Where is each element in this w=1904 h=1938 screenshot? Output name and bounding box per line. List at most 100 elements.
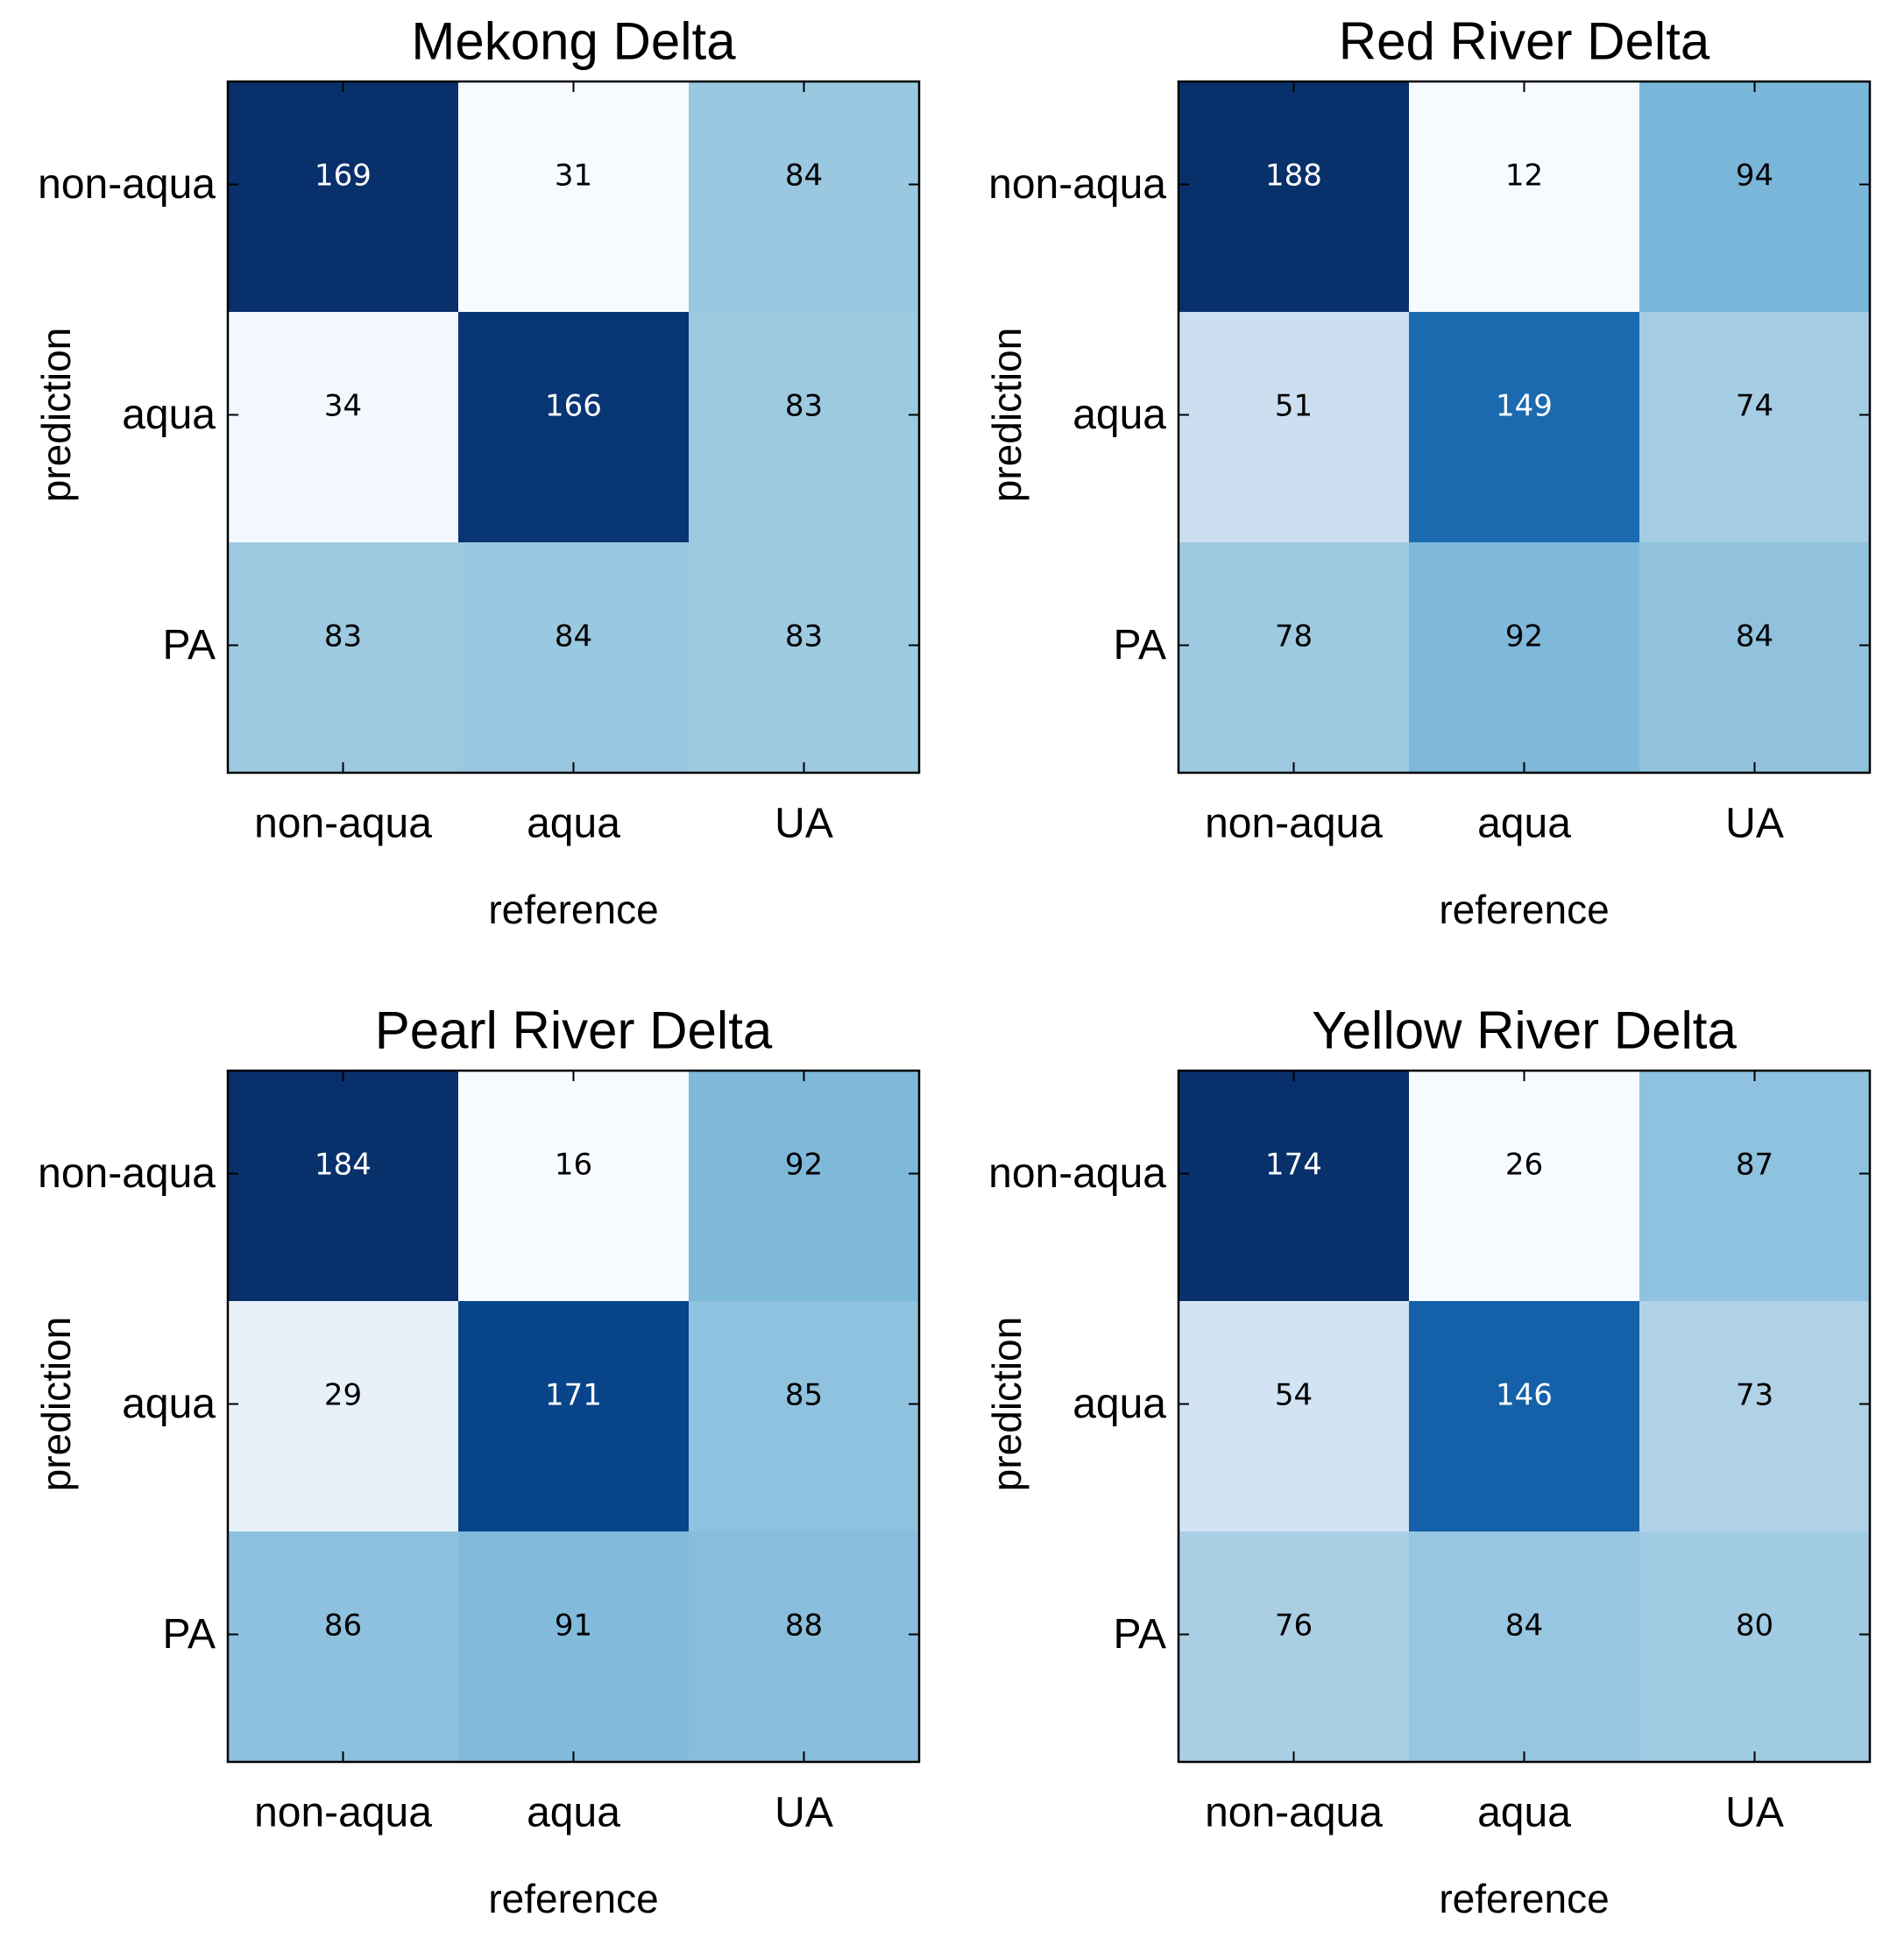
heatmap-cell xyxy=(689,1531,920,1763)
x-tick-label: non-aqua xyxy=(1205,1790,1383,1836)
y-tick-label: PA xyxy=(1114,622,1166,668)
x-tick-label: aqua xyxy=(527,801,620,847)
heatmap-cell xyxy=(1639,1071,1871,1302)
x-axis-label: reference xyxy=(1439,1876,1609,1921)
cell-value-label: 166 xyxy=(545,389,602,424)
cell-value-label: 83 xyxy=(785,619,823,654)
heatmap-cell xyxy=(1178,1531,1410,1763)
cell-value-label: 174 xyxy=(1265,1148,1322,1183)
cell-value-label: 86 xyxy=(324,1609,362,1644)
cell-value-label: 16 xyxy=(555,1148,592,1183)
cell-value-label: 34 xyxy=(324,389,362,424)
cell-value-label: 84 xyxy=(1736,619,1773,654)
heatmap-cell xyxy=(1178,81,1410,313)
heatmap-cell xyxy=(228,81,459,313)
cell-value-label: 92 xyxy=(1505,619,1543,654)
heatmap-cell xyxy=(458,1301,690,1532)
heatmap-cell xyxy=(1409,312,1640,543)
heatmap-cell xyxy=(1639,542,1871,774)
chart-title: Pearl River Delta xyxy=(375,1001,773,1060)
cell-value-label: 94 xyxy=(1736,159,1773,194)
cell-value-label: 84 xyxy=(785,159,823,194)
cell-value-label: 73 xyxy=(1736,1378,1773,1413)
y-tick-label: PA xyxy=(163,622,216,668)
cell-value-label: 87 xyxy=(1736,1148,1773,1183)
heatmap-cell xyxy=(689,1071,920,1302)
chart-title: Mekong Delta xyxy=(411,12,736,71)
y-tick-label: PA xyxy=(1114,1611,1166,1658)
heatmap-cell xyxy=(228,1071,459,1302)
x-axis-label: reference xyxy=(1439,887,1609,932)
cell-value-label: 54 xyxy=(1275,1378,1313,1413)
heatmap-cell xyxy=(1409,1071,1640,1302)
cell-value-label: 29 xyxy=(324,1378,362,1413)
heatmap-cell xyxy=(1178,1301,1410,1532)
cell-value-label: 84 xyxy=(1505,1609,1543,1644)
heatmap-cell xyxy=(1639,81,1871,313)
y-tick-label: aqua xyxy=(1072,392,1166,438)
cell-value-label: 78 xyxy=(1275,619,1313,654)
heatmap-cell xyxy=(458,312,690,543)
y-tick-label: non-aqua xyxy=(988,161,1166,208)
heatmap-cell xyxy=(1639,312,1871,543)
chart-title: Yellow River Delta xyxy=(1312,1001,1737,1060)
y-tick-label: aqua xyxy=(122,392,216,438)
x-tick-label: non-aqua xyxy=(254,1790,432,1836)
cell-value-label: 188 xyxy=(1265,159,1322,194)
cell-value-label: 76 xyxy=(1275,1609,1313,1644)
cell-value-label: 80 xyxy=(1736,1609,1773,1644)
heatmap-cell xyxy=(1639,1301,1871,1532)
x-axis-label: reference xyxy=(488,887,658,932)
heatmap-cell xyxy=(1409,542,1640,774)
cell-value-label: 74 xyxy=(1736,389,1773,424)
cell-value-label: 85 xyxy=(785,1378,823,1413)
cell-value-label: 146 xyxy=(1496,1378,1553,1413)
y-tick-label: non-aqua xyxy=(988,1150,1166,1197)
cell-value-label: 91 xyxy=(555,1609,592,1644)
heatmap-cell xyxy=(458,1071,690,1302)
y-tick-label: PA xyxy=(163,1611,216,1658)
heatmap-cell xyxy=(689,542,920,774)
x-tick-label: aqua xyxy=(527,1790,620,1836)
heatmap-cell xyxy=(228,1531,459,1763)
cell-value-label: 92 xyxy=(785,1148,823,1183)
y-tick-label: non-aqua xyxy=(38,161,216,208)
cell-value-label: 83 xyxy=(324,619,362,654)
cell-value-label: 171 xyxy=(545,1378,602,1413)
heatmap-cell xyxy=(1178,312,1410,543)
cell-value-label: 26 xyxy=(1505,1148,1543,1183)
y-axis-label: prediction xyxy=(984,328,1030,502)
heatmap-cell xyxy=(1178,542,1410,774)
heatmap-cell xyxy=(689,1301,920,1532)
heatmap-cell xyxy=(1409,1531,1640,1763)
heatmap-cell xyxy=(458,542,690,774)
x-tick-label: aqua xyxy=(1477,801,1571,847)
cell-value-label: 184 xyxy=(315,1148,372,1183)
heatmap-cell xyxy=(1639,1531,1871,1763)
heatmap-cell xyxy=(228,312,459,543)
heatmap-cell xyxy=(1409,1301,1640,1532)
x-tick-label: UA xyxy=(1725,1790,1784,1836)
heatmap-cell xyxy=(458,1531,690,1763)
y-tick-label: aqua xyxy=(122,1381,216,1427)
cell-value-label: 31 xyxy=(555,159,592,194)
y-tick-label: aqua xyxy=(1072,1381,1166,1427)
heatmap-cell xyxy=(1409,81,1640,313)
heatmap-cell xyxy=(689,81,920,313)
y-axis-label: prediction xyxy=(33,1317,79,1491)
x-tick-label: UA xyxy=(775,801,833,847)
cell-value-label: 12 xyxy=(1505,159,1543,194)
cell-value-label: 169 xyxy=(315,159,372,194)
cell-value-label: 83 xyxy=(785,389,823,424)
y-tick-label: non-aqua xyxy=(38,1150,216,1197)
cell-value-label: 88 xyxy=(785,1609,823,1644)
y-axis-label: prediction xyxy=(33,328,79,502)
chart-title: Red River Delta xyxy=(1339,12,1710,71)
x-tick-label: UA xyxy=(775,1790,833,1836)
x-tick-label: aqua xyxy=(1477,1790,1571,1836)
heatmap-cell xyxy=(228,542,459,774)
cell-value-label: 149 xyxy=(1496,389,1553,424)
x-tick-label: non-aqua xyxy=(1205,801,1383,847)
